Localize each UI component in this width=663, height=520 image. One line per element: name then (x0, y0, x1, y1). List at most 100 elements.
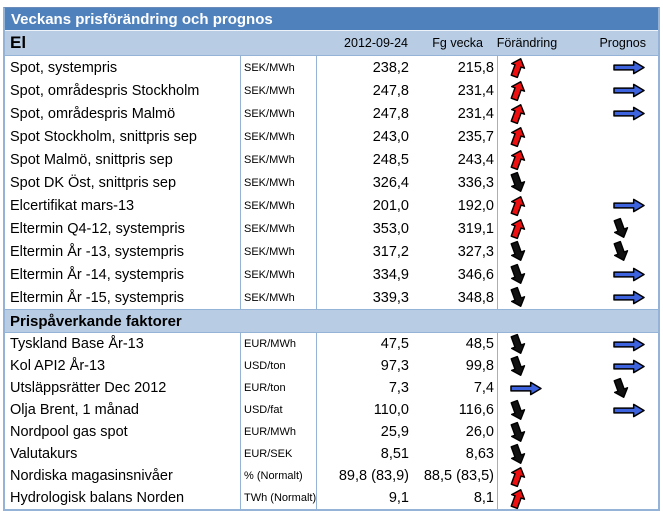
table-title-bar: Veckans prisförändring och prognos (5, 8, 658, 31)
change-arrow-cell (498, 399, 576, 421)
current-value: 334,9 (372, 266, 409, 283)
previous-week-value: 231,4 (409, 102, 498, 125)
forecast-arrow-cell (576, 465, 658, 487)
previous-week-value: 348,8 (409, 286, 498, 309)
row-label: Spot Stockholm, snittpris sep (5, 125, 241, 148)
previous-week-value: 346,6 (409, 263, 498, 286)
forecast-arrow-cell (576, 421, 658, 443)
row-unit: USD/ton (241, 355, 317, 377)
table-row: Olja Brent, 1 månad USD/fat 110,0 116,6 (5, 399, 658, 421)
current-value: 8,51 (380, 446, 409, 462)
table-row: Spot, områdespris Malmö SEK/MWh 247,8 23… (5, 102, 658, 125)
table-row: Nordpool gas spot EUR/MWh 25,9 26,0 (5, 421, 658, 443)
forecast-arrow-cell (576, 217, 658, 240)
blue-right-arrow-icon (612, 286, 646, 309)
factors-section-header-row: Prispåverkande faktorer (5, 309, 658, 333)
previous-week-value: 8,1 (409, 487, 498, 509)
table-row: Nordiska magasinsnivåer % (Normalt) 89,8… (5, 465, 658, 487)
change-arrow-cell (498, 240, 576, 263)
forecast-arrow-cell (576, 333, 658, 355)
previous-week-value: 192,0 (409, 194, 498, 217)
row-label: Hydrologisk balans Norden (5, 487, 241, 509)
table-row: Hydrologisk balans Norden TWh (Normalt) … (5, 487, 658, 509)
previous-week-value: 231,4 (409, 79, 498, 102)
row-label: Eltermin Q4-12, systempris (5, 217, 241, 240)
row-unit: EUR/ton (241, 377, 317, 399)
row-label: Eltermin År -14, systempris (5, 263, 241, 286)
price-table: Veckans prisförändring och prognos El 20… (3, 7, 660, 511)
row-unit: SEK/MWh (241, 125, 317, 148)
change-arrow-cell (498, 263, 576, 286)
row-unit: TWh (Normalt) (241, 487, 317, 509)
forecast-arrow-cell (576, 102, 658, 125)
row-label: Spot, områdespris Malmö (5, 102, 241, 125)
row-unit: SEK/MWh (241, 217, 317, 240)
previous-week-value: 327,3 (409, 240, 498, 263)
blue-right-arrow-icon (509, 377, 543, 399)
forecast-arrow-cell (576, 79, 658, 102)
row-label: Spot Malmö, snittpris sep (5, 148, 241, 171)
row-unit: EUR/SEK (241, 443, 317, 465)
black-down-arrow-icon (509, 263, 526, 286)
change-arrow-cell (498, 286, 576, 309)
forecast-arrow-cell (576, 263, 658, 286)
section-name-el: El (10, 33, 27, 52)
previous-week-value: 235,7 (409, 125, 498, 148)
row-unit: SEK/MWh (241, 171, 317, 194)
change-arrow-cell (498, 56, 576, 79)
blue-right-arrow-icon (612, 102, 646, 125)
change-arrow-cell (498, 443, 576, 465)
current-value: 25,9 (380, 424, 409, 440)
current-value: 247,8 (372, 105, 409, 122)
row-unit: SEK/MWh (241, 240, 317, 263)
black-down-arrow-icon (509, 333, 526, 355)
el-rows: Spot, systempris SEK/MWh 238,2 215,8 Spo… (5, 56, 658, 309)
red-up-arrow-icon (509, 465, 526, 487)
change-arrow-cell (498, 171, 576, 194)
table-row: Spot Malmö, snittpris sep SEK/MWh 248,5 … (5, 148, 658, 171)
change-arrow-cell (498, 79, 576, 102)
current-value: 248,5 (372, 151, 409, 168)
table-row: Eltermin År -13, systempris SEK/MWh 317,… (5, 240, 658, 263)
blue-right-arrow-icon (612, 263, 646, 286)
current-value: 201,0 (372, 197, 409, 214)
change-arrow-cell (498, 377, 576, 399)
change-arrow-cell (498, 194, 576, 217)
blue-right-arrow-icon (612, 399, 646, 421)
red-up-arrow-icon (509, 56, 526, 79)
row-unit: SEK/MWh (241, 148, 317, 171)
previous-week-value: 48,5 (409, 333, 498, 355)
black-down-arrow-icon (509, 399, 526, 421)
row-unit: SEK/MWh (241, 194, 317, 217)
current-value: 238,2 (372, 59, 409, 76)
table-row: Eltermin År -15, systempris SEK/MWh 339,… (5, 286, 658, 309)
previous-week-value: 88,5 (83,5) (409, 465, 498, 487)
blue-right-arrow-icon (612, 194, 646, 217)
previous-week-value: 99,8 (409, 355, 498, 377)
table-row: Valutakurs EUR/SEK 8,51 8,63 (5, 443, 658, 465)
blue-right-arrow-icon (612, 79, 646, 102)
change-arrow-cell (498, 465, 576, 487)
current-value: 247,8 (372, 82, 409, 99)
el-section-header-row: El 2012-09-24 Fg vecka Förändring Progno… (5, 31, 658, 56)
red-up-arrow-icon (509, 217, 526, 240)
forecast-arrow-cell (576, 443, 658, 465)
black-down-arrow-icon (612, 377, 629, 399)
change-arrow-cell (498, 355, 576, 377)
previous-week-value: 8,63 (409, 443, 498, 465)
previous-week-value: 319,1 (409, 217, 498, 240)
row-label: Eltermin År -15, systempris (5, 286, 241, 309)
row-label: Elcertifikat mars-13 (5, 194, 241, 217)
previous-week-value: 26,0 (409, 421, 498, 443)
row-unit: SEK/MWh (241, 56, 317, 79)
current-value: 243,0 (372, 128, 409, 145)
table-row: Elcertifikat mars-13 SEK/MWh 201,0 192,0 (5, 194, 658, 217)
change-arrow-cell (498, 487, 576, 509)
black-down-arrow-icon (509, 421, 526, 443)
row-label: Valutakurs (5, 443, 241, 465)
forecast-arrow-cell (576, 148, 658, 171)
blue-right-arrow-icon (612, 333, 646, 355)
forecast-arrow-cell (576, 56, 658, 79)
row-label: Spot, systempris (5, 56, 241, 79)
red-up-arrow-icon (509, 125, 526, 148)
